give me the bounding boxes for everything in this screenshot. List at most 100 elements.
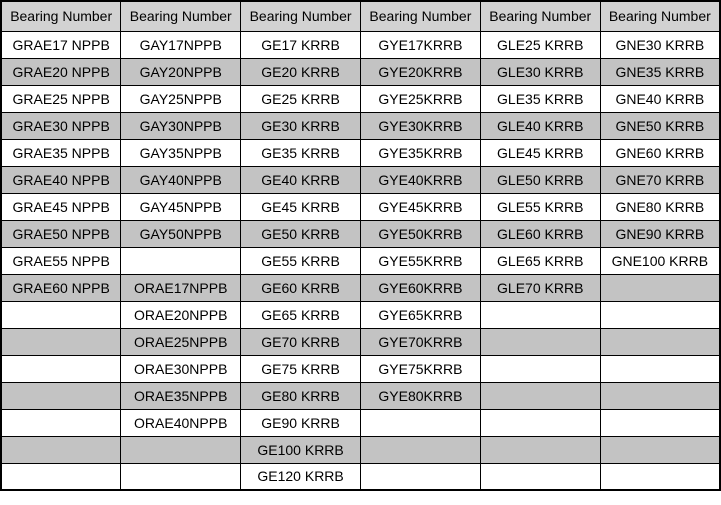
table-cell: GLE55 KRRB [479, 192, 601, 221]
table-cell: GLE30 KRRB [479, 57, 601, 86]
table-row: ORAE30NPPB GE75 KRRB GYE75KRRB [0, 354, 721, 383]
table-cell: ORAE30NPPB [120, 354, 242, 383]
table-cell: GYE17KRRB [359, 30, 481, 59]
table-row: GE120 KRRB [0, 462, 721, 491]
table-row: ORAE20NPPB GE65 KRRB GYE65KRRB [0, 300, 721, 329]
table-cell: GYE50KRRB [359, 219, 481, 248]
table-cell: GAY20NPPB [120, 57, 242, 86]
table-cell [0, 462, 122, 491]
table-row: GRAE17 NPPB GAY17NPPB GE17 KRRB GYE17KRRB GL… [0, 30, 721, 59]
table-row: GRAE20 NPPB GAY20NPPB GE20 KRRB GYE20KRRB GL… [0, 57, 721, 86]
table-cell [599, 327, 721, 356]
table-row: GRAE40 NPPB GAY40NPPB GE40 KRRB GYE40KRRB GL… [0, 165, 721, 194]
table-cell: GRAE50 NPPB [0, 219, 122, 248]
table-cell: ORAE17NPPB [120, 273, 242, 302]
column-header: Bearing Number [240, 0, 361, 32]
table-cell: ORAE35NPPB [120, 381, 242, 410]
table-cell: GRAE45 NPPB [0, 192, 122, 221]
table-cell: GE55 KRRB [240, 246, 361, 275]
table-cell: GAY25NPPB [120, 84, 242, 113]
table-cell: GYE70KRRB [359, 327, 481, 356]
table-cell [599, 354, 721, 383]
table-row: GRAE55 NPPB GE55 KRRB GYE55KRRB GLE65 KRRB G… [0, 246, 721, 275]
table-row: GRAE25 NPPB GAY25NPPB GE25 KRRB GYE25KRRB GL… [0, 84, 721, 113]
table-cell: GRAE60 NPPB [0, 273, 122, 302]
table-body: GRAE17 NPPB GAY17NPPB GE17 KRRB GYE17KRRB GL… [0, 30, 721, 491]
table-cell: GYE25KRRB [359, 84, 481, 113]
table-row: GRAE60 NPPB ORAE17NPPB GE60 KRRB GYE60KRRB G… [0, 273, 721, 302]
table-cell: GAY40NPPB [120, 165, 242, 194]
table-cell: GAY50NPPB [120, 219, 242, 248]
table-cell: GLE35 KRRB [479, 84, 601, 113]
column-header: Bearing Number [120, 0, 242, 32]
column-header: Bearing Number [599, 0, 721, 32]
table-cell: GE100 KRRB [240, 435, 361, 464]
table-cell: GLE40 KRRB [479, 111, 601, 140]
table-cell: GE45 KRRB [240, 192, 361, 221]
table-cell [479, 408, 601, 437]
table-cell: GAY45NPPB [120, 192, 242, 221]
table-header: Bearing Number Bearing Number Bearing Numb… [0, 0, 721, 32]
table-row: ORAE40NPPB GE90 KRRB [0, 408, 721, 437]
table-cell: GRAE17 NPPB [0, 30, 122, 59]
table-cell: GE30 KRRB [240, 111, 361, 140]
table-cell: GE65 KRRB [240, 300, 361, 329]
table-cell: GYE75KRRB [359, 354, 481, 383]
table-cell: GNE50 KRRB [599, 111, 721, 140]
column-header: Bearing Number [0, 0, 122, 32]
table-cell [479, 462, 601, 491]
table-cell: GLE70 KRRB [479, 273, 601, 302]
table-row: ORAE35NPPB GE80 KRRB GYE80KRRB [0, 381, 721, 410]
table-cell: GLE65 KRRB [479, 246, 601, 275]
table-cell: GAY35NPPB [120, 138, 242, 167]
table-cell: GNE40 KRRB [599, 84, 721, 113]
table-cell: GNE60 KRRB [599, 138, 721, 167]
table-cell [120, 435, 242, 464]
table-cell [359, 462, 481, 491]
table-cell [359, 408, 481, 437]
table-cell [479, 354, 601, 383]
table-cell [599, 381, 721, 410]
table-cell [479, 435, 601, 464]
table-row: GE100 KRRB [0, 435, 721, 464]
table-cell: GNE90 KRRB [599, 219, 721, 248]
table-row: GRAE35 NPPB GAY35NPPB GE35 KRRB GYE35KRRB GL… [0, 138, 721, 167]
table-cell [599, 300, 721, 329]
table-cell: GNE35 KRRB [599, 57, 721, 86]
table-cell: GE35 KRRB [240, 138, 361, 167]
table-cell: ORAE40NPPB [120, 408, 242, 437]
table-row: GRAE30 NPPB GAY30NPPB GE30 KRRB GYE30KRRB GL… [0, 111, 721, 140]
table-cell: GE17 KRRB [240, 30, 361, 59]
table-row: ORAE25NPPB GE70 KRRB GYE70KRRB [0, 327, 721, 356]
table-row: GRAE50 NPPB GAY50NPPB GE50 KRRB GYE50KRRB GL… [0, 219, 721, 248]
table-cell: GRAE40 NPPB [0, 165, 122, 194]
table-cell: GNE70 KRRB [599, 165, 721, 194]
table-cell: GYE20KRRB [359, 57, 481, 86]
table-cell: GLE25 KRRB [479, 30, 601, 59]
table-cell: GAY30NPPB [120, 111, 242, 140]
table-cell: GNE80 KRRB [599, 192, 721, 221]
table-cell: GRAE55 NPPB [0, 246, 122, 275]
table-cell: GE40 KRRB [240, 165, 361, 194]
table-cell: ORAE20NPPB [120, 300, 242, 329]
table-cell: GE90 KRRB [240, 408, 361, 437]
column-header: Bearing Number [359, 0, 481, 32]
table-cell: GE70 KRRB [240, 327, 361, 356]
table-cell [599, 462, 721, 491]
bearing-number-table: Bearing Number Bearing Number Bearing Numb… [0, 0, 721, 491]
table-cell: GYE80KRRB [359, 381, 481, 410]
table-cell [0, 381, 122, 410]
table-cell [0, 327, 122, 356]
table-cell [0, 354, 122, 383]
table-row: GRAE45 NPPB GAY45NPPB GE45 KRRB GYE45KRRB GL… [0, 192, 721, 221]
table-cell [599, 273, 721, 302]
table-cell: GAY17NPPB [120, 30, 242, 59]
table-cell [0, 435, 122, 464]
table-cell: GYE40KRRB [359, 165, 481, 194]
table-cell [120, 246, 242, 275]
table-cell: GE25 KRRB [240, 84, 361, 113]
table-cell: GE75 KRRB [240, 354, 361, 383]
table-cell: GYE45KRRB [359, 192, 481, 221]
table-cell: GE120 KRRB [240, 462, 361, 491]
column-header: Bearing Number [479, 0, 601, 32]
